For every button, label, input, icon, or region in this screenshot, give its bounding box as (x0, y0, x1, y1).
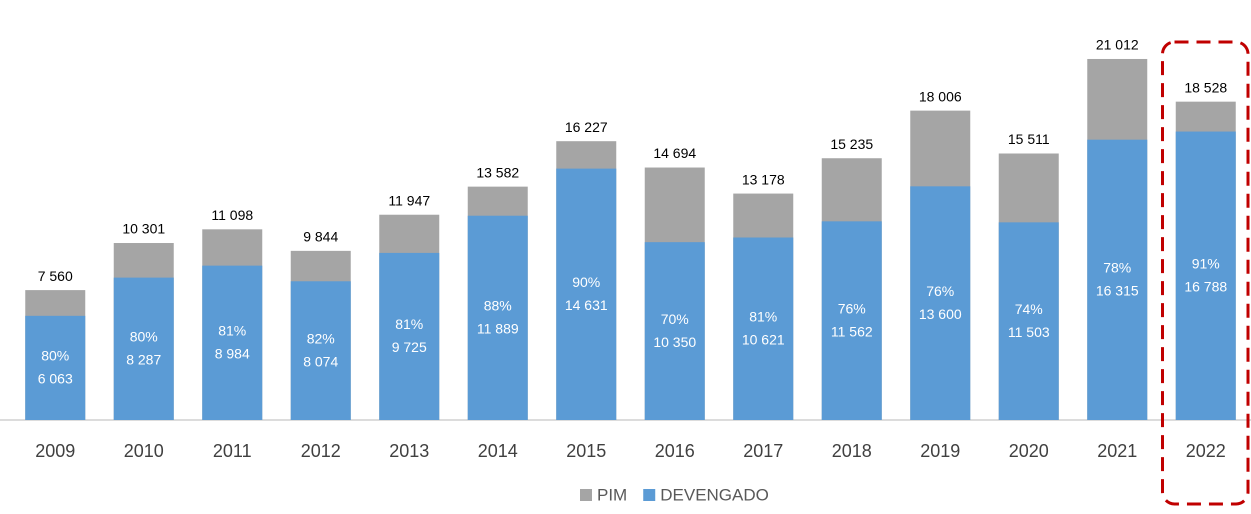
x-tick-label: 2014 (478, 441, 518, 461)
devengado-label: 10 350 (653, 334, 696, 350)
devengado-bar (821, 221, 882, 420)
devengado-label: 13 600 (919, 306, 962, 322)
share-label: 88% (484, 298, 512, 314)
legend-label: DEVENGADO (660, 485, 769, 504)
x-tick-label: 2015 (566, 441, 606, 461)
share-label: 76% (926, 283, 954, 299)
x-tick-label: 2022 (1186, 441, 1226, 461)
devengado-bar (733, 237, 794, 420)
devengado-label: 14 631 (565, 297, 608, 313)
total-label: 16 227 (565, 119, 608, 135)
total-label: 9 844 (303, 229, 338, 245)
devengado-bar (998, 222, 1059, 420)
x-tick-label: 2011 (213, 441, 252, 461)
legend-swatch (643, 489, 656, 501)
devengado-label: 11 503 (1008, 324, 1050, 340)
devengado-label: 8 287 (126, 352, 161, 368)
devengado-label: 8 074 (303, 353, 338, 369)
devengado-label: 8 984 (215, 346, 250, 362)
legend-swatch (580, 489, 592, 501)
x-tick-label: 2018 (832, 441, 872, 461)
total-label: 21 012 (1096, 37, 1139, 53)
devengado-label: 11 889 (477, 321, 519, 337)
devengado-bar (25, 315, 86, 420)
share-label: 91% (1192, 255, 1220, 271)
devengado-label: 11 562 (831, 323, 873, 339)
share-label: 74% (1015, 301, 1043, 317)
total-label: 13 178 (742, 171, 785, 187)
devengado-label: 16 315 (1096, 283, 1139, 299)
total-label: 15 235 (830, 136, 873, 152)
devengado-bar (910, 186, 971, 420)
devengado-bar (379, 252, 440, 420)
share-label: 78% (1103, 260, 1131, 276)
total-label: 18 528 (1184, 79, 1227, 95)
total-label: 11 947 (388, 192, 430, 208)
x-tick-label: 2012 (301, 441, 341, 461)
share-label: 70% (661, 311, 689, 327)
devengado-bar (202, 265, 263, 420)
x-tick-label: 2021 (1097, 441, 1137, 461)
share-label: 80% (130, 329, 158, 345)
devengado-bar (113, 277, 174, 420)
total-label: 7 560 (38, 268, 73, 284)
devengado-label: 16 788 (1184, 278, 1227, 294)
share-label: 90% (572, 274, 600, 290)
share-label: 81% (218, 323, 246, 339)
x-tick-label: 2013 (389, 441, 429, 461)
x-tick-label: 2020 (1009, 441, 1049, 461)
share-label: 76% (838, 300, 866, 316)
devengado-label: 6 063 (38, 371, 73, 387)
total-label: 11 098 (211, 207, 253, 223)
share-label: 81% (749, 308, 777, 324)
total-label: 15 511 (1008, 131, 1050, 147)
devengado-bar (556, 168, 617, 420)
total-label: 18 006 (919, 88, 962, 104)
x-tick-label: 2019 (920, 441, 960, 461)
devengado-bar (290, 281, 351, 420)
devengado-label: 9 725 (392, 339, 427, 355)
total-label: 14 694 (653, 145, 696, 161)
devengado-bar (644, 242, 705, 420)
devengado-bar (467, 215, 528, 420)
devengado-bar (1087, 139, 1148, 420)
legend-label: PIM (597, 485, 627, 504)
share-label: 80% (41, 348, 69, 364)
share-label: 81% (395, 316, 423, 332)
highlight-box (1161, 40, 1250, 506)
devengado-label: 10 621 (742, 331, 785, 347)
x-tick-label: 2009 (35, 441, 75, 461)
x-tick-label: 2010 (124, 441, 164, 461)
devengado-bar (1175, 131, 1236, 420)
total-label: 13 582 (476, 164, 519, 180)
total-label: 10 301 (122, 221, 165, 237)
x-tick-label: 2017 (743, 441, 783, 461)
share-label: 82% (307, 330, 335, 346)
x-tick-label: 2016 (655, 441, 695, 461)
